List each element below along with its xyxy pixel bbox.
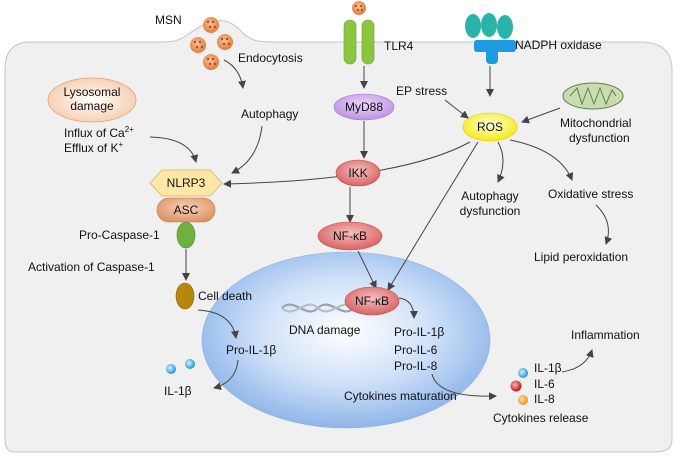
ion-flux-nlrp3-arrow (149, 136, 199, 163)
autophagy-dysfunction-label-1: Autophagy (461, 189, 518, 203)
inflammation-label: Inflammation (571, 328, 640, 342)
ikk-node (335, 159, 381, 187)
ros-oxidative-stress-arrow (509, 139, 574, 181)
efflux-k-label: Efflux of K+ (64, 140, 123, 155)
nadph-oxidase-label: NADPH oxidase (515, 38, 602, 52)
msn-particle (190, 37, 206, 53)
cell-death-label: Cell death (198, 289, 252, 303)
mito-ros-arrow (521, 107, 561, 124)
dna-damage-label: DNA damage (289, 323, 361, 337)
ros-label: ROS (477, 120, 503, 134)
endocytosis-label: Endocytosis (238, 51, 303, 65)
lipid-peroxidation-label: Lipid peroxidation (534, 250, 628, 264)
nfkb-cytoplasm-label: NF-κB (333, 229, 367, 243)
mitochondrion-icon (562, 82, 624, 110)
nfkb-nucleus-label: NF-κB (355, 294, 389, 308)
influx-ca-label: Influx of Ca2+ (64, 125, 134, 140)
nfkb-nucleus-node (344, 286, 400, 316)
pro-il1b-cytoplasm-label: Pro-IL-1β (226, 343, 276, 357)
cell-death-pro-il1b-arrow (197, 309, 239, 339)
msn-particle (217, 34, 233, 50)
ikk-label: IKK (348, 166, 367, 180)
cytokines-maturation-label: Cytokines maturation (344, 389, 457, 403)
oxidative-lipid-arrow (595, 204, 613, 245)
maturation-release-arrow (431, 373, 497, 401)
nfkb-translocation-arrow (357, 250, 377, 289)
myd88-label: MyD88 (345, 100, 383, 114)
nfkb-transcription-arrow (398, 297, 418, 319)
tlr4-label: TLR4 (384, 39, 414, 53)
cytokines-release-label: Cytokines release (493, 411, 589, 425)
pro-il1b-il1b-arrow (213, 359, 239, 391)
endocytosis-autophagy-arrow (223, 59, 246, 89)
msn-particle (203, 17, 219, 33)
pro-il6-label: Pro-IL-6 (394, 343, 438, 357)
lysosomal-damage-label-1: Lysosomal (64, 85, 121, 99)
pro-il8-label: Pro-IL-8 (394, 359, 438, 373)
myd88-node (333, 93, 395, 121)
msn-label: MSN (155, 13, 182, 27)
ep-stress-ros-arrow (444, 99, 469, 119)
il8-label: IL-8 (534, 392, 555, 406)
nlrp3-label: NLRP3 (167, 176, 206, 190)
ep-stress-label: EP stress (396, 84, 447, 98)
lysosomal-damage-node (47, 77, 137, 123)
il6-dot (510, 380, 522, 392)
msn-particle (203, 54, 219, 70)
mito-dysfunction-label-1: Mitochondrial (560, 116, 631, 130)
activation-caspase-label: Activation of Caspase-1 (28, 260, 155, 274)
cell-death-icon (175, 282, 195, 310)
lysosomal-damage-label-2: damage (70, 99, 114, 113)
il1b-right-label: IL-1β (534, 361, 562, 375)
caspase-icon (176, 221, 196, 249)
nlrp3-node (149, 169, 223, 197)
asc-label: ASC (174, 203, 199, 217)
msn-particles (190, 1, 366, 70)
autophagy-dysfunction-label-2: dysfunction (460, 204, 521, 218)
oxidative-stress-label: Oxidative stress (548, 187, 633, 201)
il1b-left-label: IL-1β (164, 384, 192, 398)
il1b-dot (166, 364, 176, 374)
nadph-oxidase-icon (465, 13, 516, 64)
cytokines-inflammation-arrow (561, 349, 594, 373)
il1b-dot (185, 359, 195, 369)
il8-dot (518, 395, 528, 405)
il6-label: IL-6 (534, 377, 555, 391)
autophagy-nlrp3-arrow (231, 125, 263, 174)
il1b-dot (518, 368, 528, 378)
pro-caspase-label: Pro-Caspase-1 (79, 228, 160, 242)
nucleus (201, 251, 491, 429)
ros-nucleus-arrow (387, 141, 479, 291)
mito-dysfunction-label-2: dysfunction (569, 131, 630, 145)
nfkb-cytoplasm-node (317, 221, 383, 251)
ros-autophagy-dysfunction-arrow (497, 141, 505, 183)
msn-particle (352, 1, 366, 15)
autophagy-label: Autophagy (241, 107, 298, 121)
ros-node (462, 112, 518, 142)
tlr4-receptor-icon (343, 19, 375, 65)
pro-il1b-nucleus-label: Pro-IL-1β (394, 325, 444, 339)
